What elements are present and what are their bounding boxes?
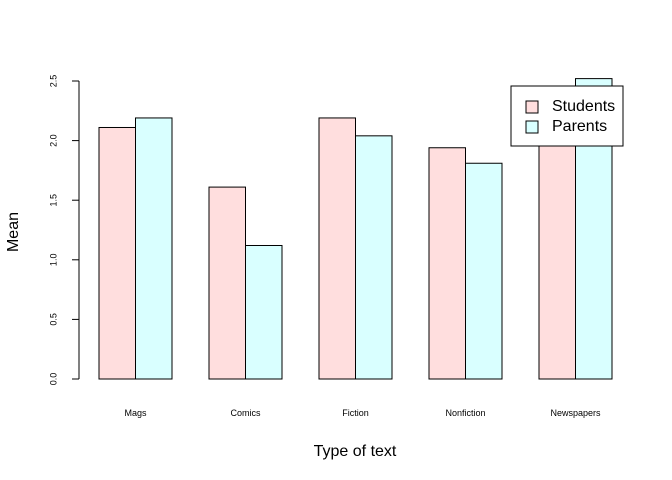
legend-swatch-parents [525,120,539,134]
bar-students-nonfiction [428,147,466,380]
y-tick-label: 0.0 [48,373,58,386]
x-tick-label: Newspapers [550,408,601,418]
x-tick-label: Fiction [342,408,369,418]
legend-label-parents: Parents [552,118,607,135]
bar-parents-comics [245,244,283,380]
y-axis-title: Mean [5,212,22,252]
bars [98,78,613,380]
y-tick-label: 1.0 [48,254,58,267]
x-tick-label: Nonfiction [445,408,485,418]
bar-parents-nonfiction [465,162,503,380]
x-tick-label: Comics [230,408,261,418]
x-tick-labels: Mags Comics Fiction Nonfiction Newspapers [124,408,601,418]
bar-students-newspapers [538,115,576,380]
bar-students-mags [98,126,136,380]
legend: Students Parents [510,85,624,147]
y-tick-label: 0.5 [48,313,58,326]
legend-box [510,85,624,147]
y-tick-label: 2.0 [48,134,58,147]
x-tick-label: Mags [124,408,147,418]
bar-students-comics [208,186,246,380]
y-tick-label: 1.5 [48,194,58,207]
y-tick-label: 2.5 [48,75,58,88]
bar-parents-mags [135,117,173,380]
bar-parents-fiction [355,135,393,380]
y-axis: 0.0 0.5 1.0 1.5 2.0 2.5 [48,75,80,386]
legend-swatch-students [525,100,539,114]
bar-students-fiction [318,117,356,380]
legend-label-students: Students [552,98,615,115]
x-axis-title: Type of text [314,443,397,460]
